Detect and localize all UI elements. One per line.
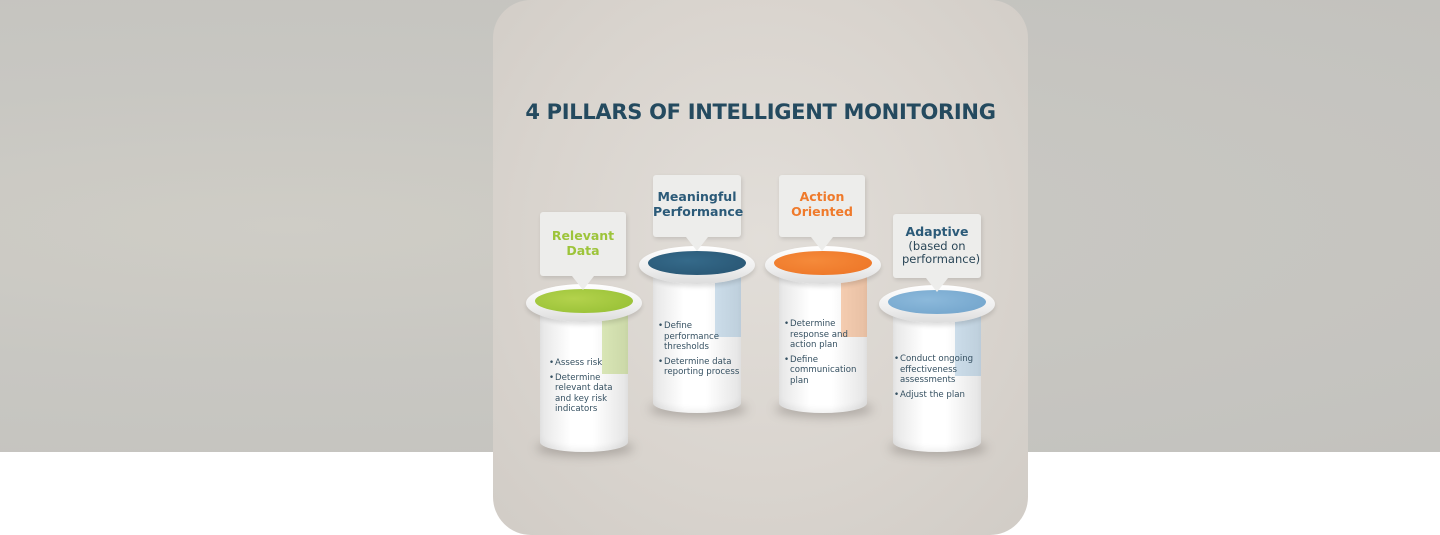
pillar-subheading: (based on performance) <box>902 239 981 266</box>
pillar-heading: Relevant Data <box>540 228 626 258</box>
pillar-bullets: Assess risk Determine relevant data and … <box>549 358 627 419</box>
pillar-meaningful-performance: Meaningful Performance Define performanc… <box>639 175 755 425</box>
pillar-heading: Action Oriented <box>779 189 865 219</box>
pillar-callout: Adaptive (based on performance) <box>893 214 981 292</box>
pillar-bullets: Define performance thresholds Determine … <box>658 321 744 382</box>
bullet-item: Determine relevant data and key risk ind… <box>549 373 627 415</box>
pillar-heading-line: Meaningful <box>657 189 737 204</box>
pillar-bullets: Conduct ongoing effectiveness assessment… <box>894 354 980 404</box>
pillar-heading-line: Action <box>799 189 845 204</box>
infographic-title: 4 PILLARS OF INTELLIGENT MONITORING <box>525 100 996 124</box>
pillar-callout: Relevant Data <box>540 212 626 290</box>
bullet-item: Determine response and action plan <box>784 319 864 351</box>
pillar-rim <box>526 284 642 322</box>
pillar-cap-green <box>535 289 633 313</box>
pillar-heading-line: Data <box>566 243 600 258</box>
bullet-item: Define communication plan <box>784 355 864 387</box>
pillar-cap-navy <box>648 251 746 275</box>
pillar-heading: Adaptive (based on performance) <box>893 224 981 266</box>
pillar-action-oriented: Action Oriented Determine response and a… <box>765 175 881 425</box>
bullet-item: Adjust the plan <box>894 390 980 401</box>
bullet-item: Conduct ongoing effectiveness assessment… <box>894 354 980 386</box>
pillar-heading-line: Relevant <box>551 228 615 243</box>
bullet-item: Define performance thresholds <box>658 321 744 353</box>
pillar-callout: Meaningful Performance <box>653 175 744 251</box>
bullet-item: Determine data reporting process <box>658 357 744 378</box>
pillar-cap-orange <box>774 251 872 275</box>
pillar-relevant-data: Relevant Data Assess risk Determine rele… <box>526 212 642 462</box>
pillar-heading-line: Oriented <box>791 204 853 219</box>
pillar-bullets: Determine response and action plan Defin… <box>784 319 864 391</box>
infographic-card: 4 PILLARS OF INTELLIGENT MONITORING Rele… <box>493 0 1028 535</box>
pillar-heading-line: Performance <box>653 204 744 219</box>
pillar-heading: Meaningful Performance <box>653 189 744 219</box>
pillar-heading-line: Adaptive <box>905 224 969 239</box>
pillar-adaptive: Adaptive (based on performance) Conduct … <box>879 214 995 464</box>
pillar-cap-blue <box>888 290 986 314</box>
pillar-callout: Action Oriented <box>779 175 865 251</box>
pillar-rim <box>639 246 755 284</box>
pillar-rim <box>765 246 881 284</box>
bullet-item: Assess risk <box>549 358 627 369</box>
